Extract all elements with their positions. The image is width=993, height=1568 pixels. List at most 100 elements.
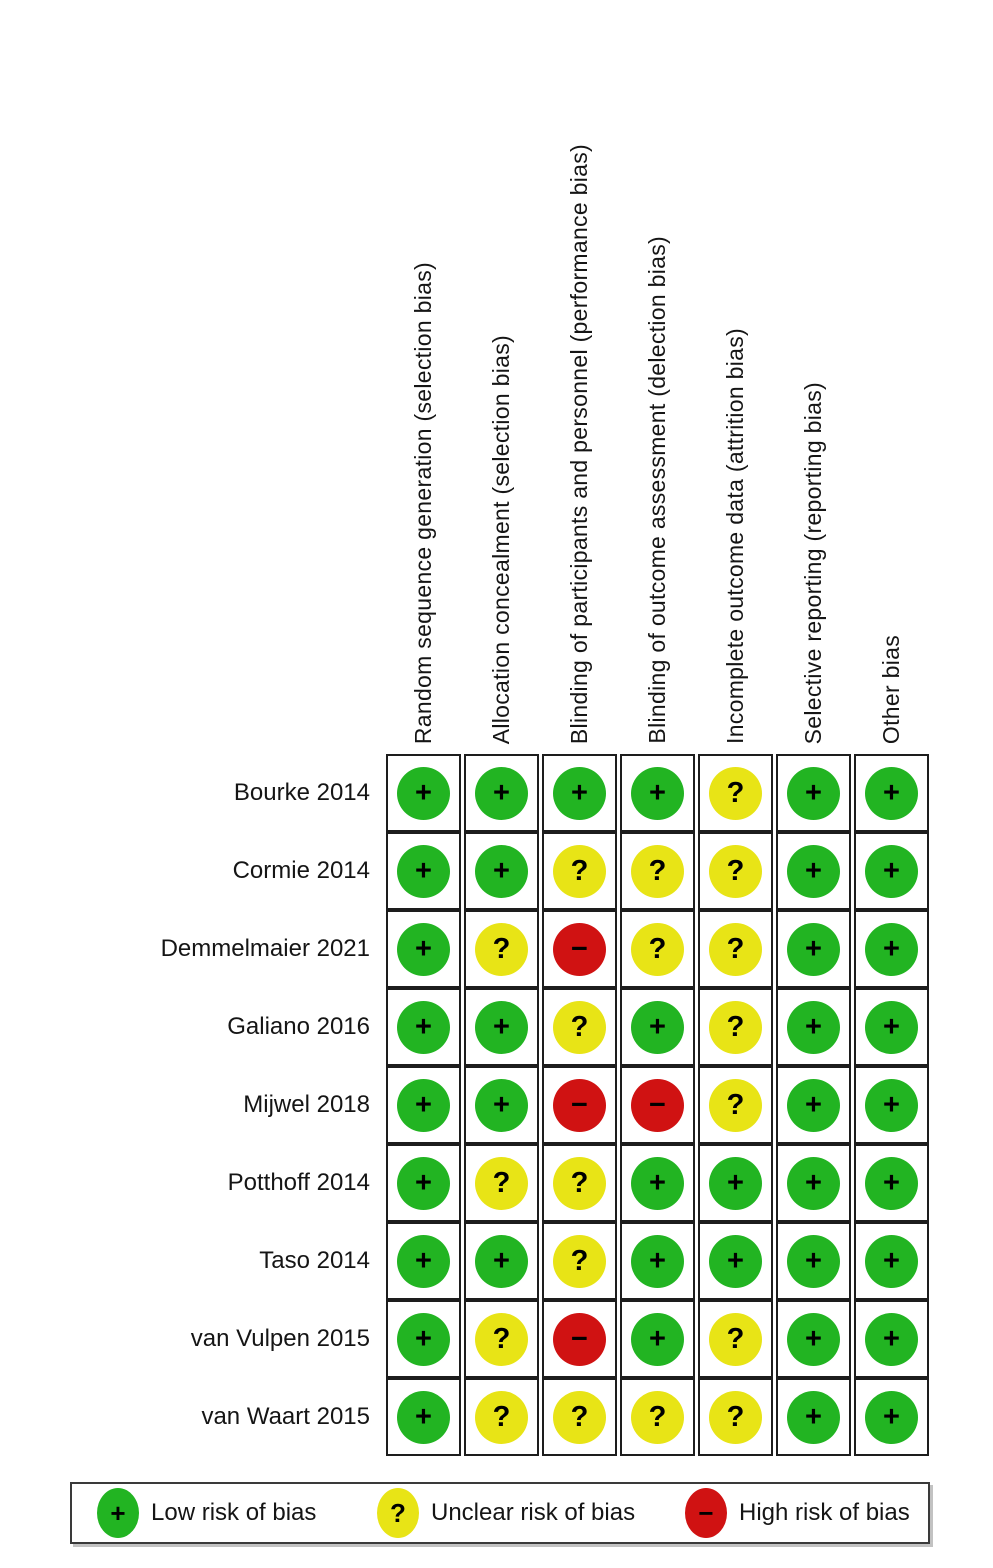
low-risk-icon: + (865, 766, 918, 820)
study-label: van Waart 2015 (201, 1403, 370, 1430)
judgement-cell: + (776, 754, 851, 832)
low-risk-icon: + (787, 1156, 840, 1210)
low-risk-icon: + (397, 1000, 450, 1054)
judgement-cell: ? (698, 754, 773, 832)
judgement-cell: ? (698, 910, 773, 988)
unclear-risk-icon: ? (709, 1312, 762, 1366)
low-risk-icon: + (553, 766, 606, 820)
judgement-cell: − (542, 910, 617, 988)
low-risk-icon: + (787, 766, 840, 820)
unclear-risk-icon: ? (553, 844, 606, 898)
high-risk-icon: − (553, 1078, 606, 1132)
judgement-cell: + (854, 1378, 929, 1456)
low-risk-icon: + (631, 1000, 684, 1054)
low-risk-icon: + (787, 922, 840, 976)
judgement-cell: + (854, 1066, 929, 1144)
low-risk-icon: + (475, 766, 528, 820)
judgement-cell: + (620, 754, 695, 832)
low-risk-icon: + (475, 1000, 528, 1054)
unclear-risk-icon: ? (553, 1390, 606, 1444)
judgement-cell: + (698, 1144, 773, 1222)
judgement-cell: − (542, 1300, 617, 1378)
column-headers: Random sequence generation (selection bi… (386, 0, 929, 754)
judgement-cell: + (776, 1378, 851, 1456)
judgement-cell: + (776, 832, 851, 910)
low-risk-icon: + (631, 1312, 684, 1366)
column-header-label: Blinding of outcome assessment (delectio… (644, 236, 670, 744)
unclear-risk-icon: ? (553, 1156, 606, 1210)
study-label: Cormie 2014 (232, 857, 370, 884)
judgement-cell: ? (542, 1222, 617, 1300)
judgement-cell: ? (464, 910, 539, 988)
unclear-risk-icon: ? (709, 1000, 762, 1054)
judgement-cell: + (620, 988, 695, 1066)
judgement-cell: + (464, 1222, 539, 1300)
study-label: Demmelmaier 2021 (160, 935, 370, 962)
judgement-cell: + (386, 1144, 461, 1222)
column-header-label: Other bias (878, 634, 904, 744)
low-risk-icon: + (787, 1312, 840, 1366)
low-risk-icon: + (865, 1234, 918, 1288)
judgement-cell: ? (698, 1066, 773, 1144)
high-risk-icon: − (631, 1078, 684, 1132)
low-risk-icon: + (397, 844, 450, 898)
low-risk-icon: + (865, 1078, 918, 1132)
study-labels: Bourke 2014 Cormie 2014 Demmelmaier 2021 Ga… (0, 754, 370, 1456)
column-header-label: Blinding of participants and personnel (… (566, 143, 592, 744)
legend-item-high: − High risk of bias (685, 1484, 910, 1542)
unclear-risk-icon: ? (709, 844, 762, 898)
unclear-risk-icon: ? (475, 1312, 528, 1366)
unclear-risk-icon: ? (631, 1390, 684, 1444)
low-risk-icon: + (865, 922, 918, 976)
low-risk-icon: + (397, 1312, 450, 1366)
judgement-cell: + (464, 988, 539, 1066)
low-risk-icon: + (865, 1000, 918, 1054)
judgement-cell: + (464, 1066, 539, 1144)
judgement-cell: + (386, 832, 461, 910)
high-risk-icon: − (553, 922, 606, 976)
judgement-cell: + (854, 832, 929, 910)
judgement-grid: + + + +? + + + +??? + + +? −?? + + + +? +? + + + + − −? + + +?? + +… (386, 754, 929, 1456)
judgement-cell: ? (620, 832, 695, 910)
judgement-cell: + (464, 754, 539, 832)
judgement-cell: + (854, 910, 929, 988)
unclear-risk-icon: ? (475, 1156, 528, 1210)
low-risk-icon: + (787, 1000, 840, 1054)
judgement-cell: + (620, 1222, 695, 1300)
low-risk-icon: + (787, 1390, 840, 1444)
column-header-label: Incomplete outcome data (attrition bias) (722, 328, 748, 744)
column-header: Blinding of outcome assessment (delectio… (620, 236, 695, 754)
judgement-cell: + (776, 1222, 851, 1300)
low-risk-icon: + (397, 1156, 450, 1210)
judgement-cell: ? (542, 1378, 617, 1456)
low-risk-icon: + (709, 1156, 762, 1210)
judgement-cell: − (620, 1066, 695, 1144)
judgement-cell: + (386, 754, 461, 832)
judgement-cell: + (776, 1144, 851, 1222)
study-label: Mijwel 2018 (243, 1091, 370, 1118)
unclear-risk-icon: ? (709, 922, 762, 976)
low-risk-icon: + (787, 1234, 840, 1288)
judgement-cell: + (386, 988, 461, 1066)
unclear-risk-icon: ? (377, 1488, 419, 1538)
judgement-cell: ? (464, 1378, 539, 1456)
unclear-risk-icon: ? (631, 922, 684, 976)
judgement-cell: + (776, 988, 851, 1066)
judgement-cell: + (620, 1144, 695, 1222)
judgement-cell: ? (698, 1378, 773, 1456)
low-risk-icon: + (865, 844, 918, 898)
legend-item-unclear: ? Unclear risk of bias (377, 1484, 635, 1542)
judgement-cell: + (854, 754, 929, 832)
low-risk-icon: + (787, 1078, 840, 1132)
judgement-cell: ? (620, 1378, 695, 1456)
low-risk-icon: + (631, 766, 684, 820)
unclear-risk-icon: ? (709, 1390, 762, 1444)
low-risk-icon: + (787, 844, 840, 898)
low-risk-icon: + (397, 1078, 450, 1132)
column-header: Blinding of participants and personnel (… (542, 144, 617, 754)
judgement-cell: + (386, 1300, 461, 1378)
unclear-risk-icon: ? (553, 1000, 606, 1054)
study-label: Taso 2014 (259, 1247, 370, 1274)
column-header-label: Allocation concealment (selection bias) (488, 334, 514, 744)
